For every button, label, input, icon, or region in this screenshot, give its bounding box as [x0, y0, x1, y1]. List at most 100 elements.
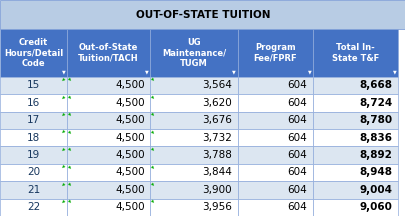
Text: 8,948: 8,948	[359, 167, 392, 178]
Text: UG
Maintenance/
TUGM: UG Maintenance/ TUGM	[162, 38, 225, 68]
Bar	[150, 129, 237, 146]
Bar	[67, 146, 150, 164]
Text: 4,500: 4,500	[115, 133, 145, 143]
Text: 8,668: 8,668	[359, 80, 392, 90]
Text: Program
Fee/FPRF: Program Fee/FPRF	[253, 43, 296, 63]
Text: ▼: ▼	[68, 182, 73, 187]
Text: 3,956: 3,956	[202, 202, 232, 212]
Text: 8,724: 8,724	[358, 98, 392, 108]
Text: 15: 15	[27, 80, 40, 90]
Text: 4,500: 4,500	[115, 115, 145, 125]
Bar	[0, 199, 67, 216]
Text: 4,500: 4,500	[115, 98, 145, 108]
Text: ▼: ▼	[145, 69, 149, 75]
Text: 604: 604	[287, 185, 307, 195]
Text: ▼: ▼	[68, 148, 73, 152]
Bar	[312, 29, 397, 77]
Bar	[312, 199, 397, 216]
Text: OUT-OF-STATE TUITION: OUT-OF-STATE TUITION	[135, 10, 270, 20]
Bar	[150, 94, 237, 111]
Text: ▼: ▼	[151, 200, 156, 205]
Text: 604: 604	[287, 150, 307, 160]
Text: ▼: ▼	[60, 182, 65, 187]
Text: ▼: ▼	[392, 69, 396, 75]
Text: 18: 18	[27, 133, 40, 143]
Bar	[0, 29, 67, 77]
Text: ▼: ▼	[151, 182, 156, 187]
Text: 604: 604	[287, 80, 307, 90]
Text: 4,500: 4,500	[115, 150, 145, 160]
Text: ▼: ▼	[68, 165, 73, 170]
Bar	[0, 77, 67, 94]
Bar	[150, 164, 237, 181]
Bar	[0, 146, 67, 164]
Bar	[67, 94, 150, 111]
Text: 4,500: 4,500	[115, 167, 145, 178]
Text: 4,500: 4,500	[115, 80, 145, 90]
Bar	[0, 0, 405, 29]
Bar	[237, 181, 312, 199]
Text: 22: 22	[27, 202, 40, 212]
Text: ▼: ▼	[68, 130, 73, 135]
Bar	[67, 129, 150, 146]
Bar	[67, 77, 150, 94]
Text: 3,900: 3,900	[202, 185, 232, 195]
Bar	[312, 181, 397, 199]
Bar	[312, 129, 397, 146]
Bar	[237, 146, 312, 164]
Text: ▼: ▼	[307, 69, 311, 75]
Bar	[0, 164, 67, 181]
Bar	[67, 111, 150, 129]
Text: ▼: ▼	[151, 148, 156, 152]
Text: ▼: ▼	[60, 130, 65, 135]
Text: 9,004: 9,004	[359, 185, 392, 195]
Text: 17: 17	[27, 115, 40, 125]
Bar	[0, 129, 67, 146]
Text: 4,500: 4,500	[115, 185, 145, 195]
Bar	[237, 29, 312, 77]
Bar	[150, 146, 237, 164]
Text: ▼: ▼	[62, 69, 66, 75]
Text: ▼: ▼	[60, 165, 65, 170]
Bar	[312, 77, 397, 94]
Text: ▼: ▼	[68, 113, 73, 118]
Text: 3,676: 3,676	[202, 115, 232, 125]
Text: ▼: ▼	[151, 165, 156, 170]
Text: 20: 20	[27, 167, 40, 178]
Text: 3,788: 3,788	[202, 150, 232, 160]
Bar	[150, 111, 237, 129]
Bar	[67, 164, 150, 181]
Bar	[0, 111, 67, 129]
Text: ▼: ▼	[68, 200, 73, 205]
Text: 16: 16	[27, 98, 40, 108]
Bar	[0, 181, 67, 199]
Bar	[237, 129, 312, 146]
Text: 604: 604	[287, 133, 307, 143]
Text: 8,892: 8,892	[359, 150, 392, 160]
Bar	[312, 164, 397, 181]
Text: 3,844: 3,844	[202, 167, 232, 178]
Bar	[237, 164, 312, 181]
Text: ▼: ▼	[68, 95, 73, 100]
Text: 604: 604	[287, 202, 307, 212]
Bar	[237, 111, 312, 129]
Text: ▼: ▼	[60, 95, 65, 100]
Bar	[312, 94, 397, 111]
Text: 3,564: 3,564	[202, 80, 232, 90]
Text: 8,780: 8,780	[358, 115, 392, 125]
Bar	[150, 181, 237, 199]
Text: ▼: ▼	[60, 78, 65, 83]
Text: 4,500: 4,500	[115, 202, 145, 212]
Text: 604: 604	[287, 167, 307, 178]
Text: 9,060: 9,060	[359, 202, 392, 212]
Text: 21: 21	[27, 185, 40, 195]
Text: ▼: ▼	[60, 200, 65, 205]
Text: ▼: ▼	[60, 113, 65, 118]
Text: 19: 19	[27, 150, 40, 160]
Text: ▼: ▼	[151, 113, 156, 118]
Text: Total In-
State T&F: Total In- State T&F	[331, 43, 378, 63]
Bar	[237, 94, 312, 111]
Text: 3,620: 3,620	[202, 98, 232, 108]
Text: 604: 604	[287, 115, 307, 125]
Bar	[237, 77, 312, 94]
